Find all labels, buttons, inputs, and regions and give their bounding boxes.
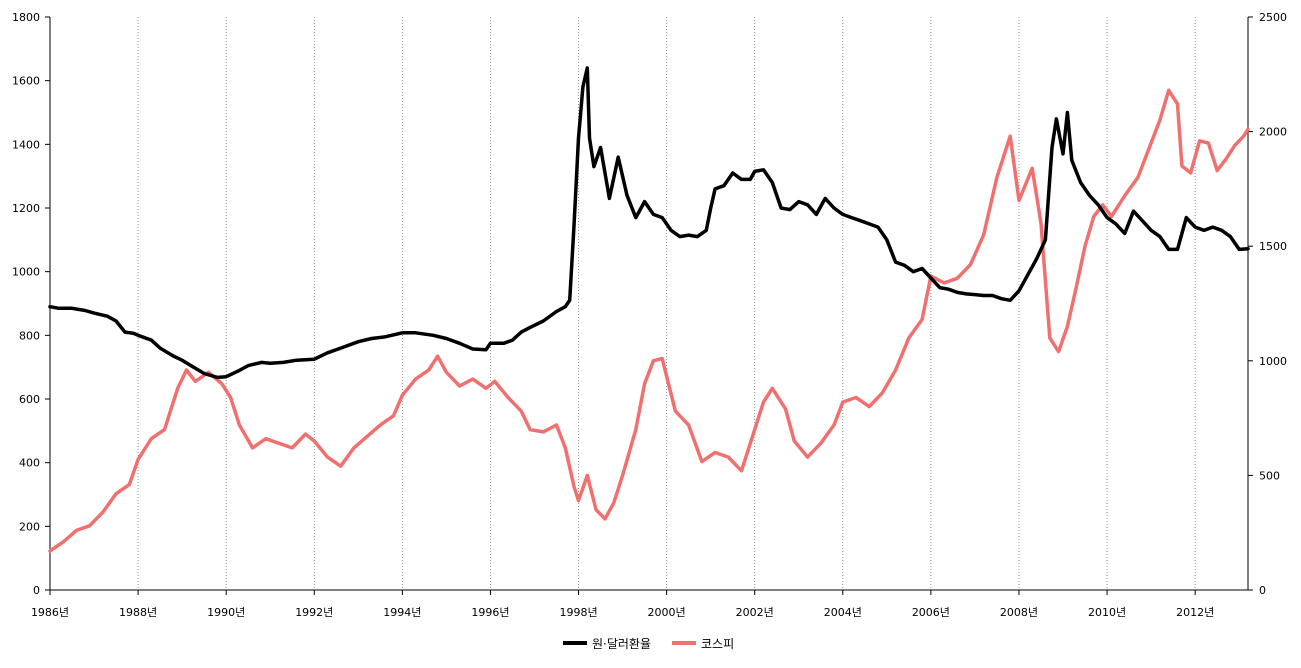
y2-tick-label: 0	[1259, 584, 1266, 597]
y-tick-label: 0	[33, 584, 40, 597]
legend-label-exchange-rate: 원·달러환율	[592, 637, 651, 651]
y-tick-label: 600	[19, 393, 40, 406]
x-tick-label: 1994년	[383, 606, 421, 619]
label-layer: 1986년 1988년 1990년 1992년 1994년 1996년 1998년 2000년…	[12, 11, 1287, 619]
x-tick-label: 1998년	[559, 606, 597, 619]
x-tick-label: 1992년	[295, 606, 333, 619]
y-tick-label: 1400	[12, 138, 40, 151]
x-tick-label: 2010년	[1088, 606, 1126, 619]
y-tick-label: 1200	[12, 202, 40, 215]
x-tick-label: 2008년	[1000, 606, 1038, 619]
grid-layer	[137, 17, 1196, 590]
legend: 원·달러환율 코스피	[563, 637, 734, 651]
y-tick-label: 200	[19, 520, 40, 533]
x-tick-label: 2006년	[912, 606, 950, 619]
y2-tick-label: 2000	[1259, 126, 1287, 139]
x-tick-label: 2000년	[648, 606, 686, 619]
series-line-exchange-rate	[48, 66, 1250, 380]
series-layer	[48, 66, 1250, 553]
legend-label-kospi: 코스피	[701, 637, 734, 651]
y2-tick-label: 1500	[1259, 240, 1287, 253]
x-tick-label: 2002년	[736, 606, 774, 619]
x-tick-label: 1996년	[471, 606, 509, 619]
x-tick-label: 1988년	[119, 606, 157, 619]
y2-tick-label: 2500	[1259, 11, 1287, 24]
y2-tick-label: 1000	[1259, 355, 1287, 368]
y-tick-label: 1000	[12, 266, 40, 279]
y-tick-label: 800	[19, 329, 40, 342]
x-tick-label: 1986년	[31, 606, 69, 619]
axis-layer	[45, 16, 1253, 595]
x-tick-label: 1990년	[207, 606, 245, 619]
y-tick-label: 1600	[12, 75, 40, 88]
y-tick-label: 1800	[12, 11, 40, 24]
x-tick-label: 2012년	[1176, 606, 1214, 619]
series-line-kospi	[48, 88, 1250, 553]
y-tick-label: 400	[19, 457, 40, 470]
y2-tick-label: 500	[1259, 469, 1280, 482]
x-tick-label: 2004년	[824, 606, 862, 619]
